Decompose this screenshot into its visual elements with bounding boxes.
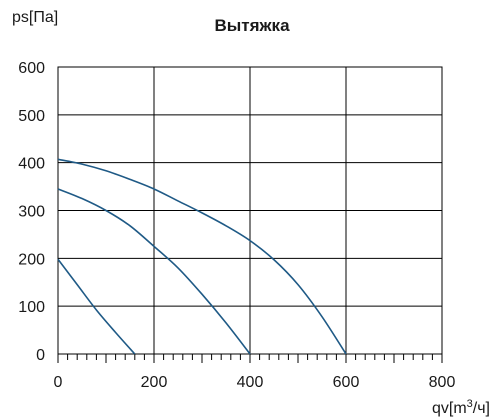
y-tick-label: 300	[18, 204, 45, 221]
x-axis-label-prefix: qv[m	[432, 400, 467, 417]
x-tick-label: 400	[237, 374, 264, 391]
y-tick-labels: 0 100 200 300 400 500 600	[18, 60, 45, 364]
x-axis-label: qv[m3/ч]	[432, 398, 490, 417]
x-tick-label: 0	[54, 374, 63, 391]
chart-title: Вытяжка	[214, 16, 290, 35]
series-line-2	[57, 188, 251, 355]
x-tick-label: 600	[333, 374, 360, 391]
y-tick-label: 500	[18, 108, 45, 125]
y-tick-label: 600	[18, 60, 45, 77]
y-tick-label: 400	[18, 156, 45, 173]
y-axis-label: ps[Па]	[12, 9, 58, 26]
x-tick-labels: 0 200 400 600 800	[54, 374, 456, 391]
x-tick-label: 200	[141, 374, 168, 391]
x-tick-label: 800	[429, 374, 456, 391]
y-tick-label: 200	[18, 251, 45, 268]
y-tick-label: 100	[18, 299, 45, 316]
y-tick-label: 0	[36, 347, 45, 364]
series-line-1	[57, 258, 136, 355]
x-axis-label-suffix: /ч]	[473, 400, 490, 417]
x-axis-label-sup: 3	[467, 398, 473, 410]
grid	[57, 66, 443, 355]
series-group	[57, 158, 347, 355]
minor-ticks	[57, 354, 443, 363]
series-line-3	[57, 158, 347, 355]
